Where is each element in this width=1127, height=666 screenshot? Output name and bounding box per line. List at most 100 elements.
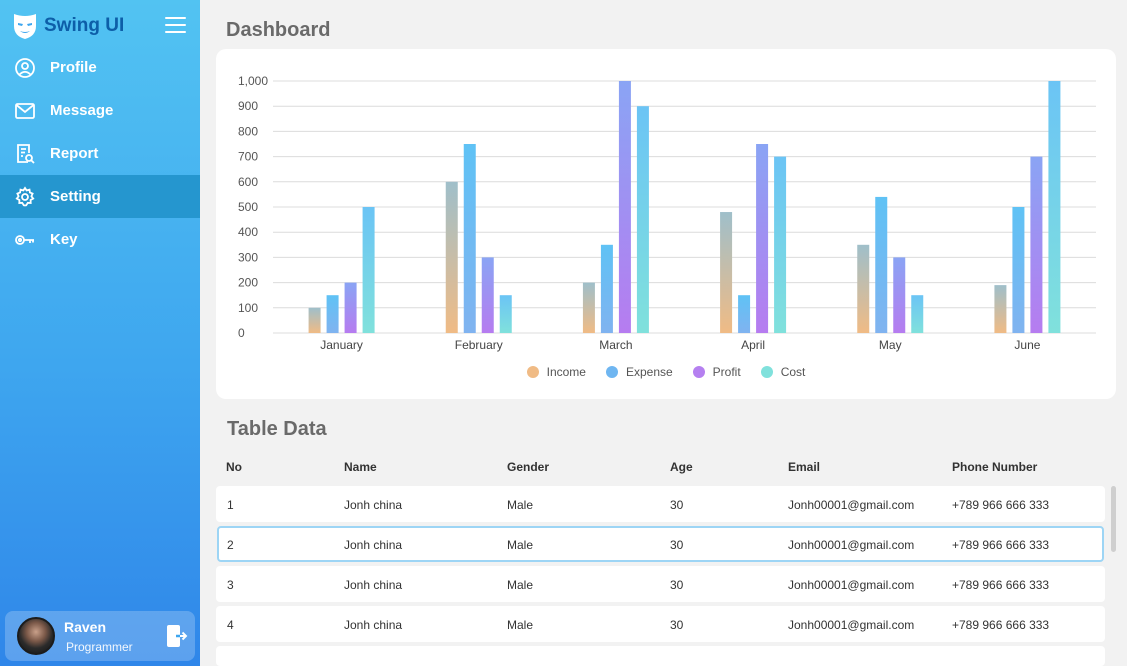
sidebar-item-setting[interactable]: Setting xyxy=(0,175,200,218)
x-tick-label: March xyxy=(599,338,632,352)
bar-income-february[interactable] xyxy=(445,181,458,333)
y-tick-label: 900 xyxy=(238,99,258,113)
legend-item-expense[interactable]: Expense xyxy=(605,365,673,379)
sidebar-item-label: Profile xyxy=(50,59,97,76)
user-role: Programmer xyxy=(66,640,133,654)
bar-cost-february[interactable] xyxy=(499,295,512,333)
avatar xyxy=(17,617,55,655)
bar-chart: 0 100 200 300 400 500 600 700 800 900 1,000 January… xyxy=(238,74,1096,352)
bar-profit-february[interactable] xyxy=(481,257,494,333)
table-row[interactable]: 1 Jonh china Male 30 Jonh00001@gmail.com… xyxy=(216,486,1105,522)
legend-label: Expense xyxy=(625,365,673,379)
column-header-no[interactable]: No xyxy=(226,460,242,474)
legend-dot-icon xyxy=(526,366,539,378)
sidebar-item-label: Setting xyxy=(50,188,101,205)
legend-item-cost[interactable]: Cost xyxy=(760,365,806,379)
legend-item-income[interactable]: Income xyxy=(526,365,586,379)
bar-profit-january[interactable] xyxy=(344,282,357,333)
table-row[interactable]: 3 Jonh china Male 30 Jonh00001@gmail.com… xyxy=(216,566,1105,602)
legend-item-profit[interactable]: Profit xyxy=(692,365,741,379)
cell-gender: Male xyxy=(507,578,534,592)
cell-name: Jonh china xyxy=(344,538,403,552)
table-row[interactable]: 4 Jonh china Male 30 Jonh00001@gmail.com… xyxy=(216,606,1105,642)
bar-profit-april[interactable] xyxy=(756,144,769,333)
sidebar-item-key[interactable]: Key xyxy=(0,218,200,261)
sidebar-item-label: Key xyxy=(50,231,78,248)
bar-expense-march[interactable] xyxy=(600,244,613,333)
bar-profit-may[interactable] xyxy=(893,257,906,333)
cell-phone: +789 966 666 333 xyxy=(952,618,1050,632)
cell-age: 30 xyxy=(670,538,684,552)
bar-income-april[interactable] xyxy=(720,212,733,333)
table-row-selected[interactable]: 2 Jonh china Male 30 Jonh00001@gmail.com… xyxy=(217,526,1104,562)
legend-label: Cost xyxy=(780,365,806,379)
sidebar: Swing UI Profile Message Report xyxy=(0,0,200,666)
bar-income-march[interactable] xyxy=(582,282,595,333)
y-tick-label: 600 xyxy=(238,175,258,189)
cell-email: Jonh00001@gmail.com xyxy=(788,618,915,632)
cell-no: 2 xyxy=(227,538,234,552)
y-tick-label: 1,000 xyxy=(238,74,268,88)
legend-label: Income xyxy=(546,365,586,379)
bar-income-january[interactable] xyxy=(308,307,321,333)
y-tick-label: 300 xyxy=(238,250,258,264)
bar-expense-february[interactable] xyxy=(463,144,476,333)
column-header-gender[interactable]: Gender xyxy=(507,460,550,474)
cell-age: 30 xyxy=(670,618,684,632)
menu-toggle-icon[interactable] xyxy=(165,17,186,33)
table-header: No Name Gender Age Email Phone Number xyxy=(216,460,1106,474)
logout-icon[interactable] xyxy=(166,624,188,648)
chart-card: 0 100 200 300 400 500 600 700 800 900 1,000 January… xyxy=(216,49,1116,399)
user-circle-icon xyxy=(15,57,35,78)
bar-cost-march[interactable] xyxy=(636,106,649,333)
sidebar-item-message[interactable]: Message xyxy=(0,89,200,132)
table-row-partial[interactable] xyxy=(216,646,1105,666)
y-tick-label: 700 xyxy=(238,150,258,164)
y-tick-label: 500 xyxy=(238,200,258,214)
cell-phone: +789 966 666 333 xyxy=(952,498,1050,512)
sidebar-item-profile[interactable]: Profile xyxy=(0,46,200,89)
cell-gender: Male xyxy=(507,618,534,632)
user-name: Raven xyxy=(64,619,107,635)
table-title: Table Data xyxy=(227,418,327,440)
x-tick-label: February xyxy=(455,338,503,352)
bar-expense-april[interactable] xyxy=(738,295,751,333)
gear-icon xyxy=(15,185,35,206)
cell-email: Jonh00001@gmail.com xyxy=(788,538,915,552)
bar-expense-june[interactable] xyxy=(1012,207,1025,333)
column-header-name[interactable]: Name xyxy=(344,460,377,474)
bar-income-june[interactable] xyxy=(994,285,1007,333)
column-header-phone[interactable]: Phone Number xyxy=(952,460,1038,474)
sidebar-item-report[interactable]: Report xyxy=(0,132,200,175)
brand-name: Swing UI xyxy=(44,15,125,36)
y-tick-label: 200 xyxy=(238,276,258,290)
bar-cost-june[interactable] xyxy=(1048,81,1061,333)
bar-income-may[interactable] xyxy=(857,244,870,333)
legend-dot-icon xyxy=(605,366,618,378)
x-tick-label: April xyxy=(741,338,765,352)
column-header-email[interactable]: Email xyxy=(788,460,821,474)
sidebar-menu: Profile Message Report Setting Key xyxy=(0,46,200,261)
bar-profit-june[interactable] xyxy=(1030,156,1043,333)
cell-name: Jonh china xyxy=(344,578,403,592)
bar-expense-may[interactable] xyxy=(875,196,888,333)
cell-name: Jonh china xyxy=(344,498,403,512)
cell-phone: +789 966 666 333 xyxy=(952,538,1050,552)
cell-no: 1 xyxy=(227,498,234,512)
bar-expense-january[interactable] xyxy=(326,295,339,333)
column-header-age[interactable]: Age xyxy=(670,460,693,474)
bar-cost-april[interactable] xyxy=(774,156,787,333)
bar-profit-march[interactable] xyxy=(618,81,631,333)
user-card: Raven Programmer xyxy=(5,611,195,661)
bar-cost-january[interactable] xyxy=(362,207,375,333)
legend-label: Profit xyxy=(712,365,741,379)
sidebar-item-label: Report xyxy=(50,145,99,162)
y-tick-label: 800 xyxy=(238,124,258,138)
table-scrollbar-thumb[interactable] xyxy=(1111,486,1116,552)
cell-email: Jonh00001@gmail.com xyxy=(788,578,915,592)
cell-phone: +789 966 666 333 xyxy=(952,578,1050,592)
bar-cost-may[interactable] xyxy=(911,295,924,333)
cell-no: 4 xyxy=(227,618,234,632)
page-title: Dashboard xyxy=(226,19,331,41)
cell-email: Jonh00001@gmail.com xyxy=(788,498,915,512)
